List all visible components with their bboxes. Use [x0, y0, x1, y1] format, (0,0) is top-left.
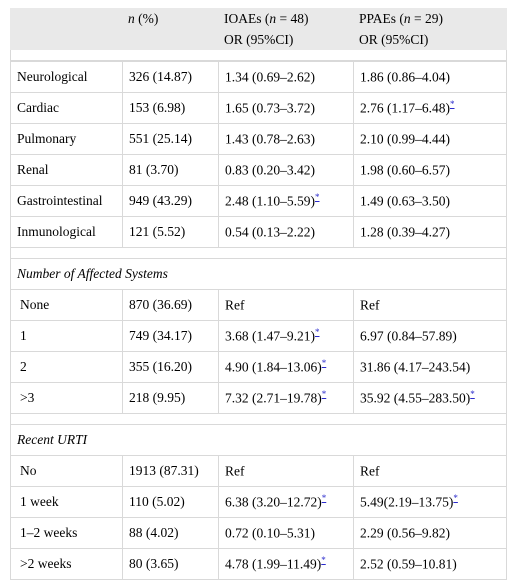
row-ppaes: 31.86 (4.17–243.54): [354, 352, 507, 383]
row-n: 949 (43.29): [123, 186, 219, 217]
row-label: 1 week: [10, 487, 123, 518]
row-ppaes: 2.52 (0.59–10.81): [354, 549, 507, 580]
header-ioaes: IOAEs (n = 48) OR (95%CI): [219, 8, 354, 50]
row-ioaes: 1.34 (0.69–2.62): [219, 61, 354, 93]
significance-footnote-link[interactable]: *: [450, 99, 455, 110]
row-ioaes: 2.48 (1.10–5.59)*: [219, 186, 354, 217]
table-row: Cardiac 153 (6.98) 1.65 (0.73–3.72) 2.76…: [10, 93, 507, 124]
row-ioaes: 6.38 (3.20–12.72)*: [219, 487, 354, 518]
row-ioaes: 0.83 (0.20–3.42): [219, 155, 354, 186]
row-label: >2 weeks: [10, 549, 123, 580]
row-ioaes: 1.43 (0.78–2.63): [219, 124, 354, 155]
results-table-container: n (%) IOAEs (n = 48) OR (95%CI) PPAEs (n …: [10, 8, 507, 580]
significance-footnote-link[interactable]: *: [470, 389, 475, 400]
row-label: Pulmonary: [10, 124, 123, 155]
header-n-percent: n (%): [123, 8, 219, 50]
row-ioaes: Ref: [219, 290, 354, 321]
row-label: 1: [10, 321, 123, 352]
table-row: None 870 (36.69) Ref Ref: [10, 290, 507, 321]
row-ppaes: 1.98 (0.60–6.57): [354, 155, 507, 186]
significance-footnote-link[interactable]: *: [321, 493, 327, 504]
table-row: 1 week 110 (5.02) 6.38 (3.20–12.72)* 5.4…: [10, 487, 507, 518]
row-ioaes: 7.32 (2.71–19.78)*: [219, 383, 354, 414]
row-ppaes: 2.29 (0.56–9.82): [354, 518, 507, 549]
table-row: Inmunological 121 (5.52) 0.54 (0.13–2.22…: [10, 217, 507, 248]
row-n: 110 (5.02): [123, 487, 219, 518]
table-row: Renal 81 (3.70) 0.83 (0.20–3.42) 1.98 (0…: [10, 155, 507, 186]
row-n: 81 (3.70): [123, 155, 219, 186]
table-row: 1–2 weeks 88 (4.02) 0.72 (0.10–5.31) 2.2…: [10, 518, 507, 549]
row-label: 1–2 weeks: [10, 518, 123, 549]
row-n: 218 (9.95): [123, 383, 219, 414]
row-ioaes: 0.72 (0.10–5.31): [219, 518, 354, 549]
row-n: 551 (25.14): [123, 124, 219, 155]
row-ppaes: Ref: [354, 456, 507, 487]
row-ppaes: 2.76 (1.17–6.48)*: [354, 93, 507, 124]
row-ppaes: 1.28 (0.39–4.27): [354, 217, 507, 248]
row-n: 870 (36.69): [123, 290, 219, 321]
table-row: >2 weeks 80 (3.65) 4.78 (1.99–11.49)* 2.…: [10, 549, 507, 580]
table-row: 2 355 (16.20) 4.90 (1.84–13.06)* 31.86 (…: [10, 352, 507, 383]
header-ppaes: PPAEs (n = 29) OR (95%CI): [354, 8, 507, 50]
row-label: 2: [10, 352, 123, 383]
significance-footnote-link[interactable]: *: [315, 327, 320, 338]
section-title: Recent URTI: [10, 425, 507, 456]
row-ioaes: 4.78 (1.99–11.49)*: [219, 549, 354, 580]
row-n: 1913 (87.31): [123, 456, 219, 487]
row-n: 153 (6.98): [123, 93, 219, 124]
row-ppaes: 2.10 (0.99–4.44): [354, 124, 507, 155]
section-title: Number of Affected Systems: [10, 259, 507, 290]
row-label: Neurological: [10, 61, 123, 93]
row-ppaes: 35.92 (4.55–283.50)*: [354, 383, 507, 414]
significance-footnote-link[interactable]: *: [453, 493, 458, 504]
row-ioaes: Ref: [219, 456, 354, 487]
row-ioaes: 3.68 (1.47–9.21)*: [219, 321, 354, 352]
row-ioaes: 0.54 (0.13–2.22): [219, 217, 354, 248]
table-row: Gastrointestinal 949 (43.29) 2.48 (1.10–…: [10, 186, 507, 217]
row-label: Inmunological: [10, 217, 123, 248]
row-label: >3: [10, 383, 123, 414]
row-n: 749 (34.17): [123, 321, 219, 352]
row-n: 80 (3.65): [123, 549, 219, 580]
table-row: Pulmonary 551 (25.14) 1.43 (0.78–2.63) 2…: [10, 124, 507, 155]
significance-footnote-link[interactable]: *: [315, 192, 320, 203]
table-row: No 1913 (87.31) Ref Ref: [10, 456, 507, 487]
row-n: 88 (4.02): [123, 518, 219, 549]
table-header: n (%) IOAEs (n = 48) OR (95%CI) PPAEs (n …: [10, 8, 507, 50]
header-empty-cell: [10, 8, 123, 50]
row-n: 326 (14.87): [123, 61, 219, 93]
row-label: No: [10, 456, 123, 487]
row-ppaes: 1.49 (0.63–3.50): [354, 186, 507, 217]
table-body: Neurological 326 (14.87) 1.34 (0.69–2.62…: [10, 50, 507, 580]
spacer-row: [10, 414, 507, 425]
row-ppaes: 1.86 (0.86–4.04): [354, 61, 507, 93]
section-header-affected-systems: Number of Affected Systems: [10, 259, 507, 290]
row-label: None: [10, 290, 123, 321]
row-n: 355 (16.20): [123, 352, 219, 383]
significance-footnote-link[interactable]: *: [321, 389, 327, 400]
table-row: Neurological 326 (14.87) 1.34 (0.69–2.62…: [10, 61, 507, 93]
row-label: Cardiac: [10, 93, 123, 124]
row-ioaes: 4.90 (1.84–13.06)*: [219, 352, 354, 383]
row-label: Renal: [10, 155, 123, 186]
row-ppaes: 5.49(2.19–13.75)*: [354, 487, 507, 518]
row-label: Gastrointestinal: [10, 186, 123, 217]
table-row: >3 218 (9.95) 7.32 (2.71–19.78)* 35.92 (…: [10, 383, 507, 414]
significance-footnote-link[interactable]: *: [321, 555, 326, 566]
row-ppaes: 6.97 (0.84–57.89): [354, 321, 507, 352]
row-n: 121 (5.52): [123, 217, 219, 248]
row-ppaes: Ref: [354, 290, 507, 321]
row-ioaes: 1.65 (0.73–3.72): [219, 93, 354, 124]
significance-footnote-link[interactable]: *: [321, 358, 327, 369]
spacer-row: [10, 248, 507, 259]
spacer-row: [10, 50, 507, 61]
table-row: 1 749 (34.17) 3.68 (1.47–9.21)* 6.97 (0.…: [10, 321, 507, 352]
odds-ratio-table: n (%) IOAEs (n = 48) OR (95%CI) PPAEs (n …: [10, 8, 507, 580]
section-header-recent-urti: Recent URTI: [10, 425, 507, 456]
